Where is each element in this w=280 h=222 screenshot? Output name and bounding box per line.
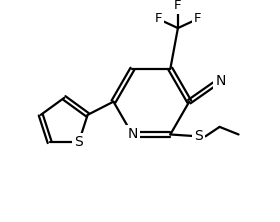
Text: S: S [194,129,203,143]
Text: F: F [194,12,201,26]
Text: S: S [74,135,83,149]
Text: F: F [155,12,162,26]
Text: F: F [174,0,182,12]
Text: N: N [127,127,137,141]
Text: N: N [216,74,226,88]
